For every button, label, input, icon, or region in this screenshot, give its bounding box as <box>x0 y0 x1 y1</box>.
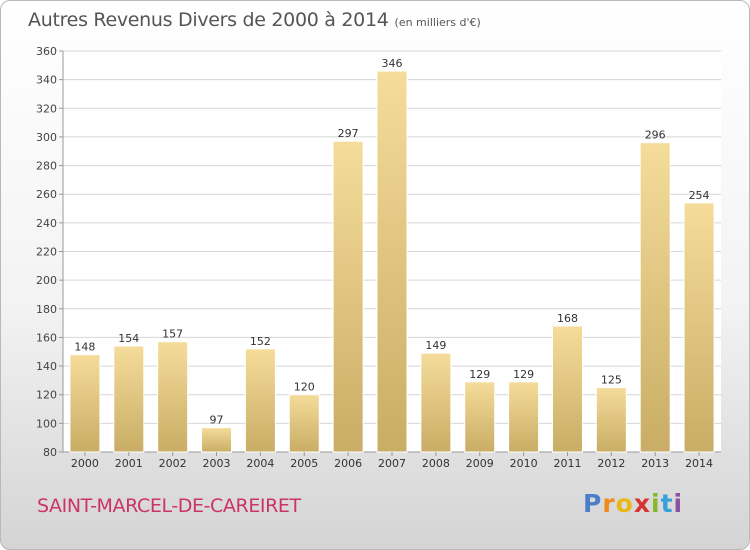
data-label: 97 <box>210 414 224 427</box>
data-label: 148 <box>74 341 95 354</box>
y-tick-label: 280 <box>36 160 57 173</box>
y-tick-label: 300 <box>36 131 57 144</box>
bar <box>464 381 496 453</box>
x-tick-label: 2013 <box>641 457 669 470</box>
x-tick-label: 2009 <box>466 457 494 470</box>
y-tick-label: 360 <box>36 45 57 58</box>
logo-letter: t <box>660 489 674 518</box>
logo-letter: P <box>583 489 603 518</box>
title-unit: (en milliers d'€) <box>394 16 481 29</box>
proxiti-logo: Proxiti <box>583 489 683 518</box>
y-tick-label: 100 <box>36 417 57 430</box>
data-label: 129 <box>513 368 534 381</box>
bar <box>420 352 452 453</box>
place-name: SAINT-MARCEL-DE-CAREIRET <box>37 495 301 517</box>
data-label: 254 <box>689 189 710 202</box>
bar <box>201 427 233 453</box>
y-tick-label: 340 <box>36 74 57 87</box>
logo-letter: i <box>673 489 684 518</box>
x-tick-label: 2002 <box>159 457 187 470</box>
bar <box>639 142 671 453</box>
logo-letter: o <box>615 489 634 518</box>
data-label: 129 <box>469 368 490 381</box>
x-tick-label: 2010 <box>510 457 538 470</box>
y-tick-label: 240 <box>36 217 57 230</box>
chart-title: Autres Revenus Divers de 2000 à 2014 (en … <box>28 9 481 31</box>
data-label: 296 <box>645 129 666 142</box>
x-tick-label: 2005 <box>290 457 318 470</box>
data-label: 157 <box>162 328 183 341</box>
logo-letter: i <box>651 489 661 518</box>
x-tick-label: 2008 <box>422 457 450 470</box>
bar <box>508 381 540 453</box>
x-tick-label: 2004 <box>246 457 274 470</box>
y-tick-label: 80 <box>43 446 57 459</box>
data-label: 154 <box>118 332 139 345</box>
y-tick-label: 160 <box>36 331 57 344</box>
y-tick-label: 320 <box>36 102 57 115</box>
title-main: Autres Revenus Divers de 2000 à 2014 <box>28 9 389 31</box>
bar <box>683 202 715 453</box>
data-label: 297 <box>338 127 359 140</box>
x-tick-label: 2014 <box>685 457 713 470</box>
bar <box>157 341 189 453</box>
data-label: 168 <box>557 312 578 325</box>
x-tick-label: 2011 <box>553 457 581 470</box>
bar <box>376 70 408 453</box>
data-label: 149 <box>425 339 446 352</box>
x-tick-label: 2003 <box>203 457 231 470</box>
data-label: 120 <box>294 381 315 394</box>
y-tick-label: 260 <box>36 188 57 201</box>
x-tick-label: 2006 <box>334 457 362 470</box>
y-tick-label: 220 <box>36 246 57 259</box>
y-tick-label: 120 <box>36 389 57 402</box>
y-tick-label: 140 <box>36 360 57 373</box>
x-tick-label: 2012 <box>597 457 625 470</box>
y-tick-label: 180 <box>36 303 57 316</box>
data-label: 346 <box>382 57 403 70</box>
x-tick-label: 2000 <box>71 457 99 470</box>
logo-letter: r <box>602 489 616 518</box>
bar <box>332 140 364 453</box>
bar <box>551 325 583 453</box>
data-label: 152 <box>250 335 271 348</box>
logo-letter: x <box>633 489 651 518</box>
bar <box>69 354 101 453</box>
bar <box>288 394 320 453</box>
data-label: 125 <box>601 374 622 387</box>
bar <box>595 387 627 453</box>
y-tick-label: 200 <box>36 274 57 287</box>
x-tick-label: 2007 <box>378 457 406 470</box>
bar <box>244 348 276 453</box>
x-tick-label: 2001 <box>115 457 143 470</box>
bar <box>113 345 145 453</box>
